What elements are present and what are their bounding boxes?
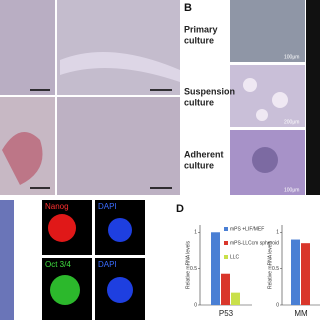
- bar: [301, 243, 310, 305]
- legend-swatch: [224, 255, 228, 259]
- y-tick-label: 0: [276, 302, 279, 308]
- legend-swatch: [224, 227, 228, 231]
- spheroid: [272, 92, 288, 108]
- micrograph: [306, 0, 320, 195]
- micrograph: [0, 200, 14, 320]
- cell: [107, 277, 133, 303]
- tissue: [2, 132, 43, 185]
- scale-label: 100μm: [284, 187, 299, 193]
- panel-label: D: [176, 203, 184, 215]
- bar: [231, 292, 240, 305]
- bar: [211, 232, 220, 305]
- culture-label: culture: [184, 160, 214, 170]
- bar: [291, 239, 300, 305]
- stain-label: DAPI: [98, 260, 117, 269]
- micrograph: [230, 0, 305, 62]
- spheroid: [243, 78, 257, 92]
- y-tick-label: 0.5: [190, 266, 197, 272]
- scale-label: 200μm: [284, 119, 299, 125]
- cell: [48, 214, 76, 242]
- colony: [252, 147, 278, 173]
- y-tick-label: 0: [194, 302, 197, 308]
- legend-label: mPS-LLCcm spheroid: [230, 240, 279, 246]
- y-tick-label: 1: [276, 230, 279, 236]
- culture-label: culture: [184, 97, 214, 107]
- stain-label: Oct 3/4: [45, 260, 71, 269]
- culture-label: Suspension: [184, 86, 235, 96]
- y-tick-label: 0.5: [272, 266, 279, 272]
- tissue: [60, 52, 180, 82]
- legend-swatch: [224, 241, 228, 245]
- y-axis-label: Relative mRNA levels: [185, 240, 191, 289]
- micrograph: [0, 0, 55, 95]
- bar: [221, 273, 230, 305]
- micrograph: [57, 97, 180, 195]
- y-axis-label: Relative mRNA levels: [267, 240, 273, 289]
- stain-label: Nanog: [45, 202, 69, 211]
- y-tick-label: 1: [194, 230, 197, 236]
- cell: [50, 275, 80, 305]
- stain-label: DAPI: [98, 202, 117, 211]
- micrograph: [57, 0, 180, 95]
- spheroid: [256, 109, 268, 121]
- legend-label: mPS +LIF/MEF: [230, 226, 264, 232]
- cell: [108, 218, 132, 242]
- x-tick-label: P53: [219, 309, 234, 318]
- x-tick-label: MM: [294, 309, 308, 318]
- panel-label: B: [184, 2, 192, 14]
- culture-label: Primary: [184, 24, 218, 34]
- scale-label: 100μm: [284, 54, 299, 60]
- legend-label: LLC: [230, 254, 240, 260]
- culture-label: Adherent: [184, 149, 224, 159]
- micrograph: [230, 65, 305, 127]
- culture-label: culture: [184, 35, 214, 45]
